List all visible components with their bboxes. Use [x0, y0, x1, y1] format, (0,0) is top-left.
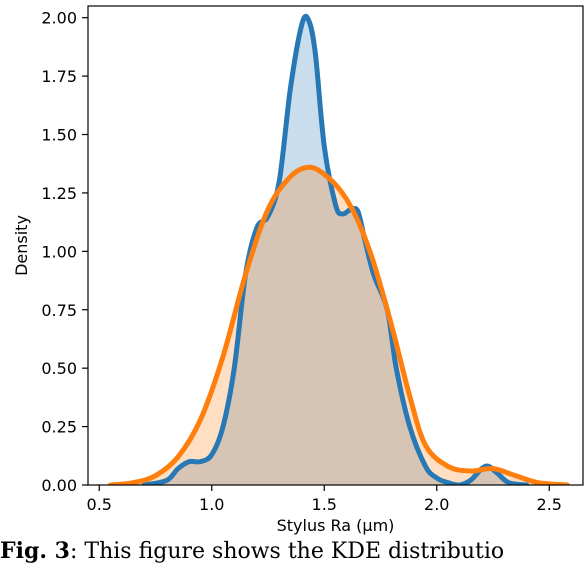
- y-tick-label: 1.00: [41, 242, 77, 261]
- x-tick-label: 2.5: [537, 495, 562, 514]
- x-tick-label: 0.5: [87, 495, 112, 514]
- figure-caption: Fig. 3: This figure shows the KDE distri…: [0, 538, 588, 564]
- x-tick-label: 2.0: [424, 495, 449, 514]
- axes-frame: [87, 5, 584, 486]
- x-tick-label: 1.0: [199, 495, 224, 514]
- caption-text: : This figure shows the KDE distributio: [70, 539, 505, 564]
- series-1-fill: [144, 16, 527, 485]
- y-tick-label: 1.25: [41, 184, 77, 203]
- y-tick-label: 1.75: [41, 67, 77, 86]
- y-tick-label: 1.50: [41, 126, 77, 145]
- y-tick-label: 2.00: [41, 9, 77, 28]
- y-tick-label: 0.75: [41, 301, 77, 320]
- y-tick-label: 0.50: [41, 359, 77, 378]
- series-2-line: [108, 164, 570, 485]
- x-tick-label: 1.5: [312, 495, 337, 514]
- y-tick-label: 0.00: [41, 476, 77, 495]
- caption-label: Fig. 3: [0, 538, 70, 564]
- y-axis-label: Density: [12, 215, 31, 276]
- kde-chart: 0.5 1.0 1.5 2.0 2.5 0.00 0.25 0.50 0.75 1.00 1.25 1…: [12, 5, 584, 535]
- series-2-fill: [110, 167, 568, 485]
- y-tick-label: 0.25: [41, 418, 77, 437]
- plot-area: [108, 13, 570, 485]
- x-axis-label: Stylus Ra (µm): [277, 516, 395, 535]
- axes: 0.5 1.0 1.5 2.0 2.5 0.00 0.25 0.50 0.75 1.00 1.25 1…: [41, 5, 584, 514]
